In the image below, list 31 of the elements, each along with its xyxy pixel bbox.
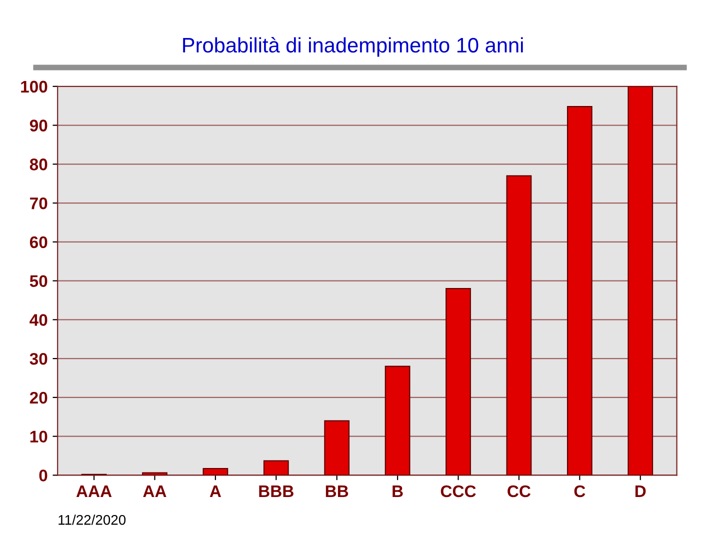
bar: [506, 175, 532, 476]
x-tick-label: CCC: [440, 485, 476, 498]
bar: [628, 86, 654, 476]
chart-title: Probabilità di inadempimento 10 anni: [183, 37, 523, 57]
bar: [202, 468, 228, 476]
y-tick-label: 10: [30, 430, 48, 443]
y-tick-label: 100: [21, 80, 48, 93]
y-tick-label: 20: [30, 392, 48, 404]
y-tick-label: 30: [30, 352, 48, 365]
x-tick-label: BB: [326, 486, 348, 497]
x-tick-label: C: [574, 485, 586, 498]
y-tick-label: 40: [30, 314, 48, 326]
x-tick-label: A: [210, 486, 222, 497]
x-tick-label: AAA: [76, 486, 112, 497]
x-tick-label: B: [392, 486, 403, 497]
x-tick-label: AA: [143, 486, 166, 497]
y-tick-label: 50: [30, 275, 48, 288]
bar: [263, 460, 289, 476]
x-tick-label: BBB: [259, 486, 294, 497]
bar: [446, 288, 471, 476]
y-tick-label: 80: [30, 158, 48, 170]
bar: [324, 420, 350, 476]
y-tick-label: 70: [30, 197, 48, 210]
y-tick-label: 60: [30, 236, 48, 248]
bar: [384, 366, 410, 476]
y-tick-label: 90: [30, 120, 48, 132]
x-tick-label: D: [635, 486, 646, 497]
bar: [566, 106, 592, 476]
x-tick-label: CC: [508, 485, 531, 498]
text: 11/22/2020: [58, 514, 126, 525]
y-tick-label: 0: [39, 470, 48, 482]
